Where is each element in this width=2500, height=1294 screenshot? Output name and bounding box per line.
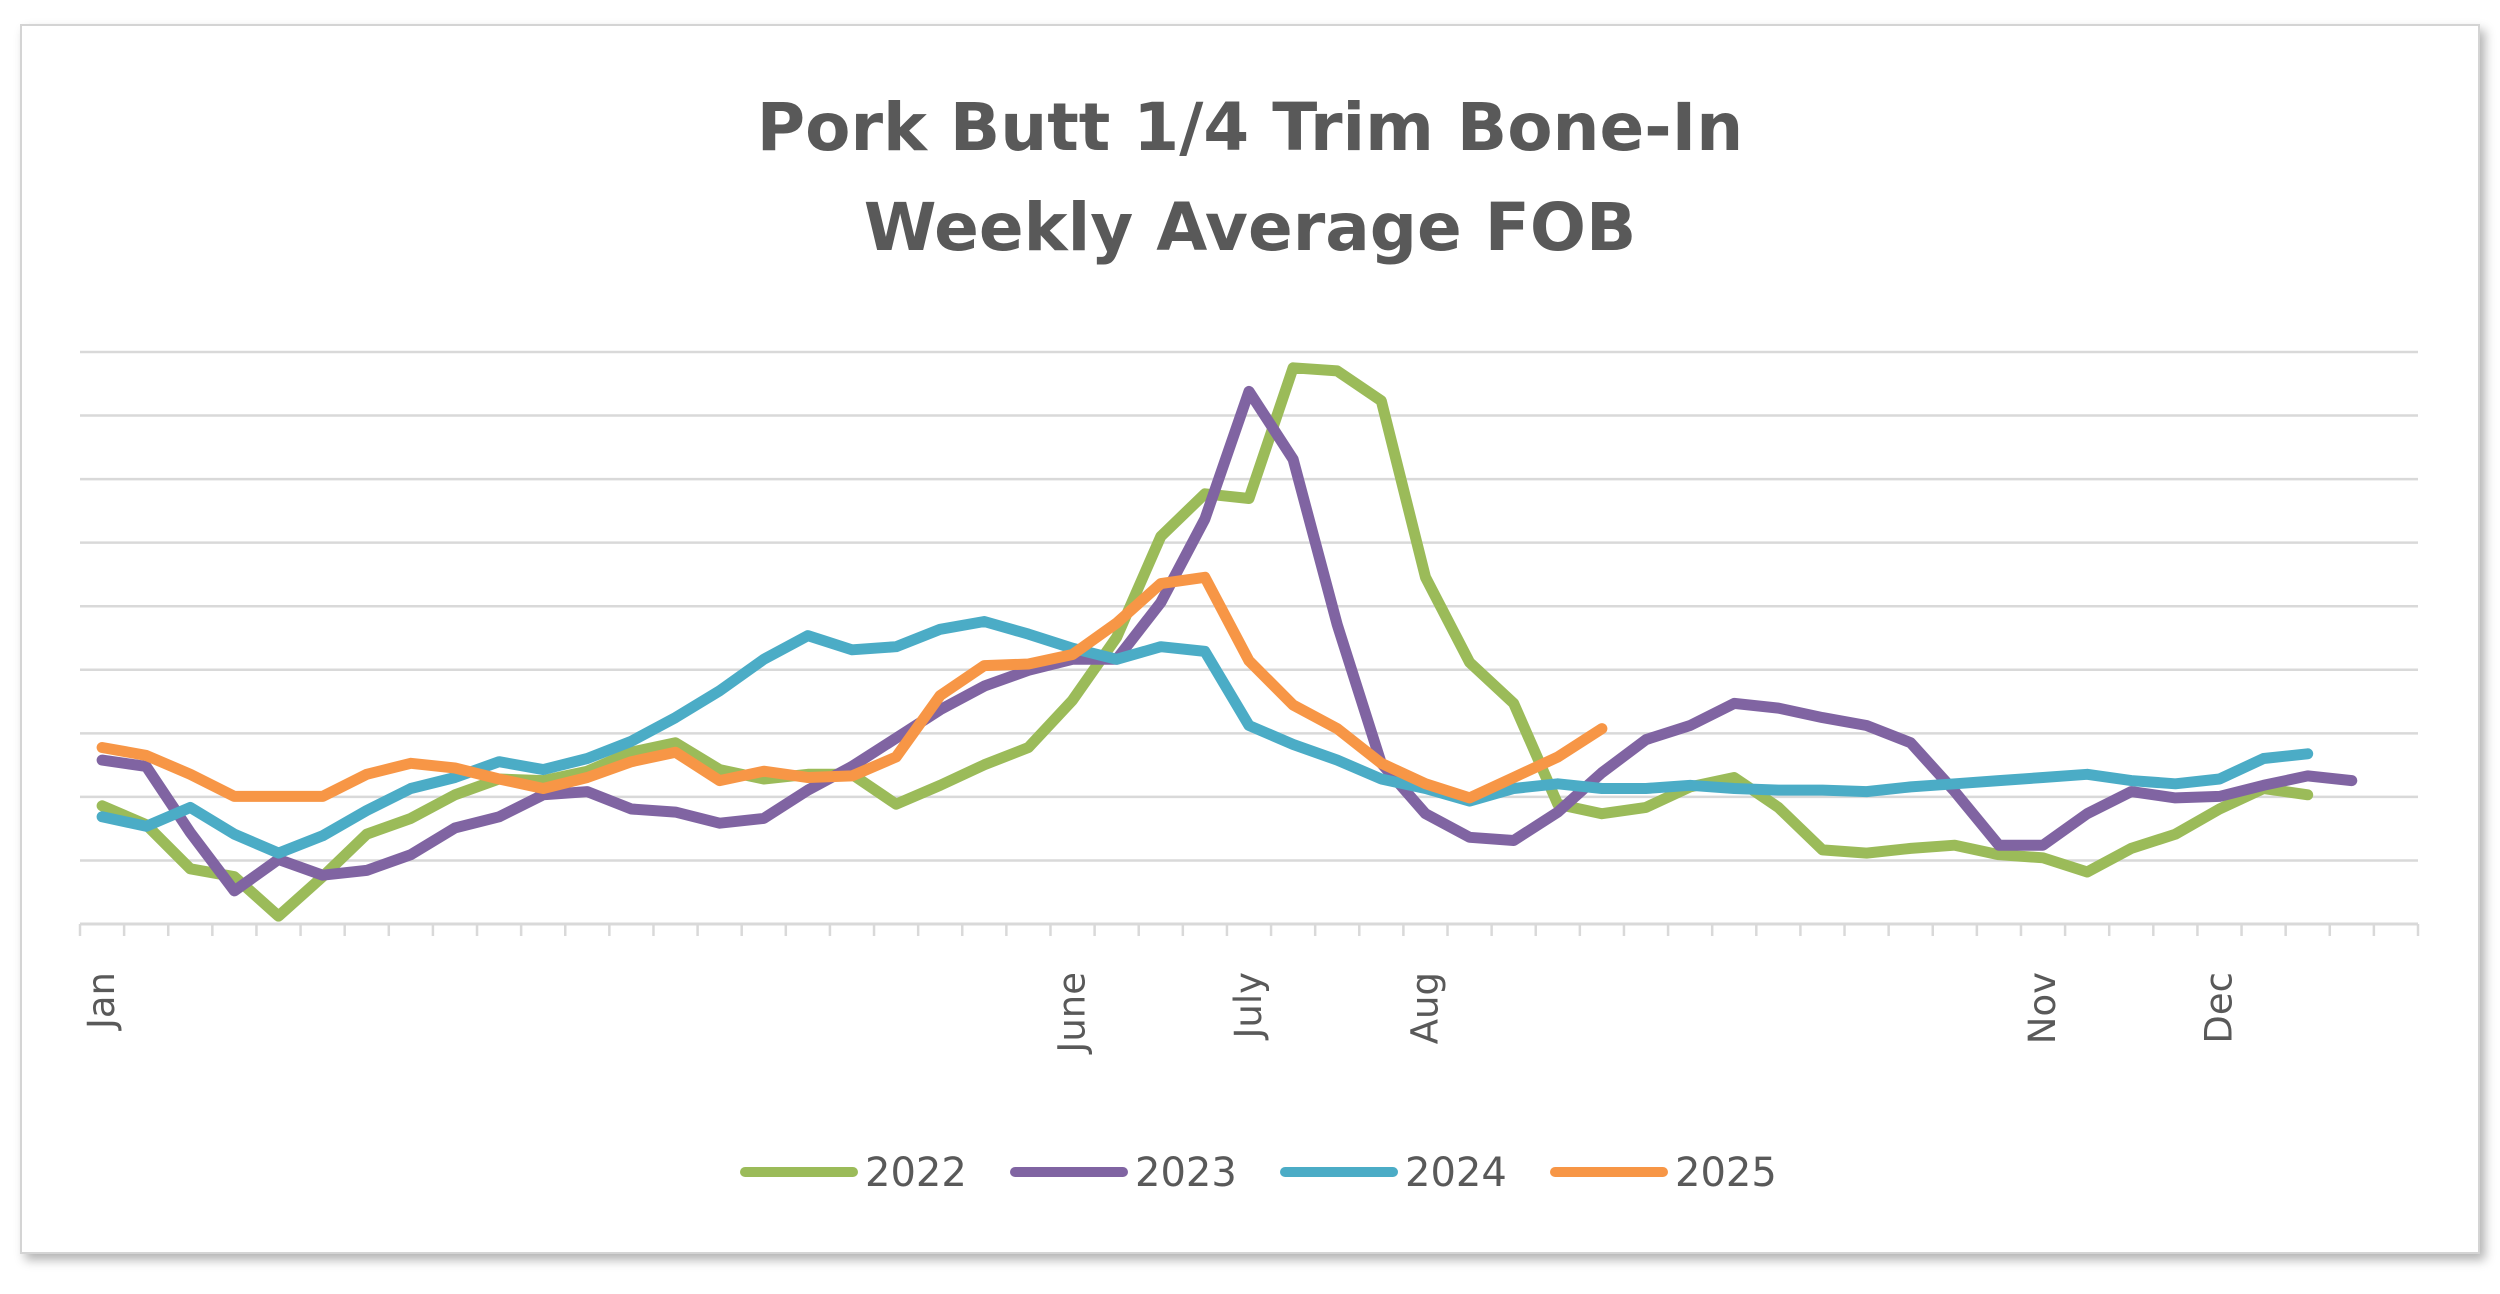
x-tick-labels: Jan June July Aug Nov Dec <box>80 972 2240 1055</box>
series-lines <box>96 362 2358 922</box>
legend-item-2024: 2024 <box>1280 1150 1507 1196</box>
x-tick-label-dec: Dec <box>2197 972 2240 1044</box>
x-tick-label-nov: Nov <box>2021 972 2064 1044</box>
legend-item-2022: 2022 <box>740 1150 967 1196</box>
legend-label-2022: 2022 <box>865 1150 967 1196</box>
chart-title-line-1: Pork Butt 1/4 Trim Bone-In <box>757 89 1743 166</box>
x-axis <box>78 922 2420 936</box>
legend-label-2025: 2025 <box>1675 1150 1777 1196</box>
legend-item-2023: 2023 <box>1010 1150 1237 1196</box>
legend: 2022 2023 2024 2025 <box>740 1150 1777 1196</box>
chart-frame <box>20 24 2480 1254</box>
series-line-2023 <box>96 385 2358 897</box>
series-line-2025 <box>96 571 1608 804</box>
legend-label-2023: 2023 <box>1135 1150 1237 1196</box>
legend-item-2025: 2025 <box>1550 1150 1777 1196</box>
chart-title-line-2: Weekly Average FOB <box>864 189 1637 266</box>
x-tick-label-aug: Aug <box>1403 972 1446 1044</box>
x-tick-label-june: June <box>1051 972 1094 1055</box>
series-line-2022 <box>96 362 2314 922</box>
legend-label-2024: 2024 <box>1405 1150 1507 1196</box>
x-tick-label-jan: Jan <box>80 972 123 1031</box>
x-tick-label-july: July <box>1227 972 1270 1041</box>
